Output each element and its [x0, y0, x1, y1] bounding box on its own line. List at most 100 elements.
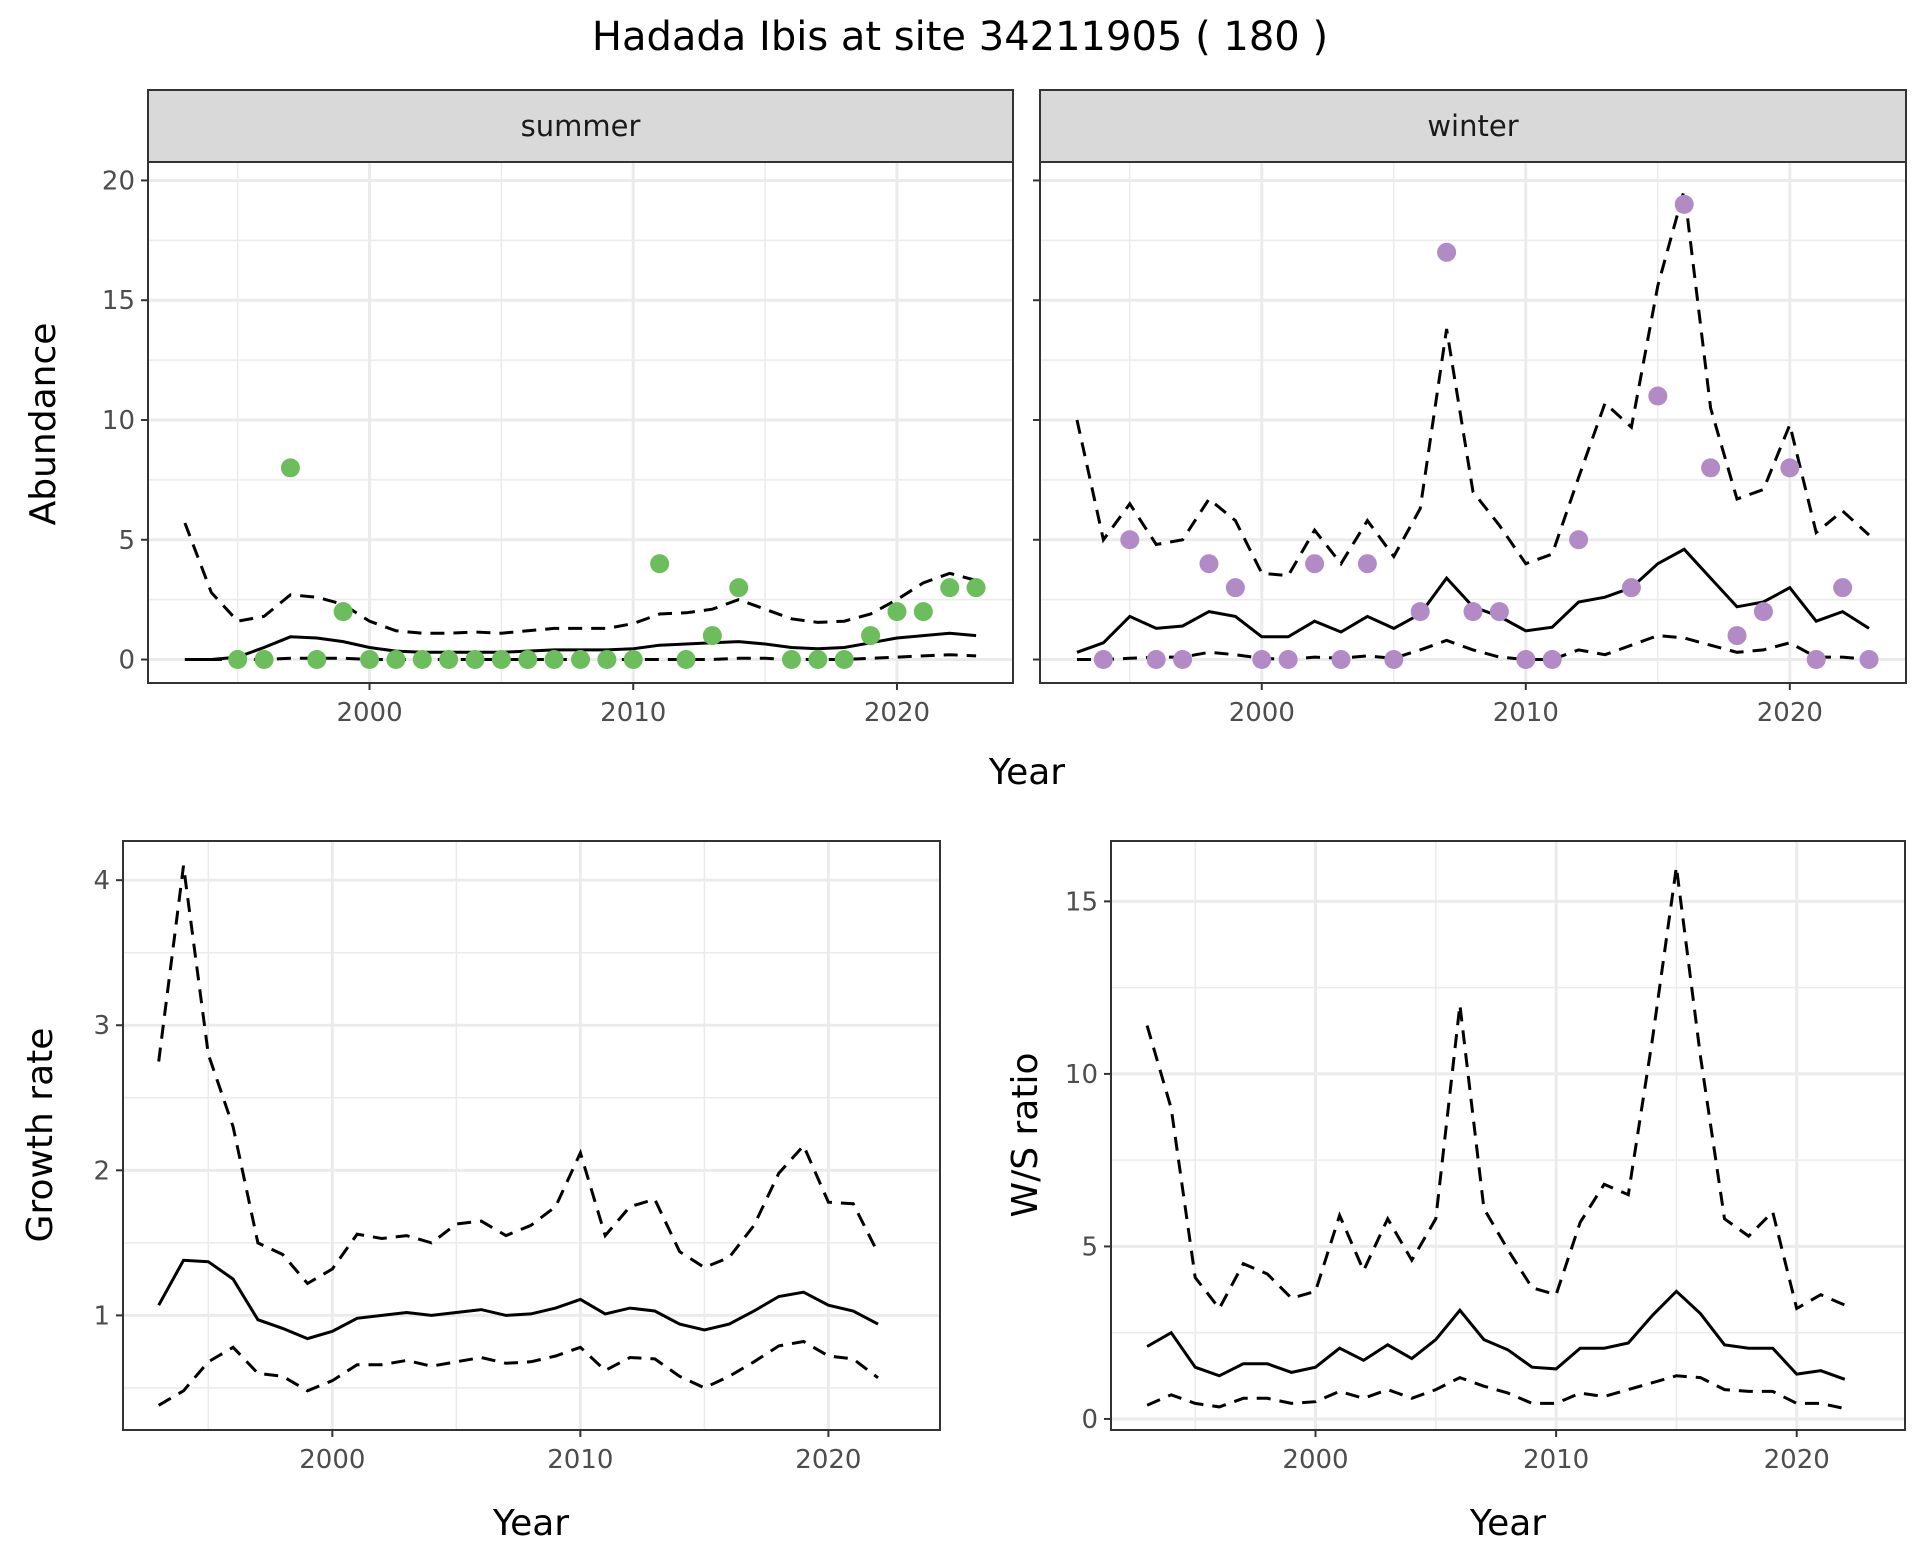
x-axis-title-ws: Year [1469, 1503, 1546, 1544]
x-tick-label: 2010 [1523, 1445, 1589, 1475]
lower-bound-line [1146, 1374, 1846, 1411]
data-point [228, 650, 248, 670]
y-tick-label: 0 [118, 646, 135, 676]
data-point [1146, 650, 1166, 670]
data-point [280, 458, 300, 478]
data-point [1489, 602, 1509, 622]
x-tick-label: 2000 [1282, 1445, 1348, 1475]
data-point [1120, 530, 1140, 550]
y-axis-title-growth: Growth rate [20, 1028, 61, 1243]
panel-background [148, 162, 1013, 683]
data-point [1252, 650, 1272, 670]
x-tick-label: 2020 [1757, 698, 1823, 728]
data-point [1780, 458, 1800, 478]
mean-line [184, 631, 977, 661]
y-tick-label: 15 [102, 286, 135, 316]
upper-bound-line [1145, 866, 1846, 1312]
x-tick-label: 2020 [864, 698, 930, 728]
y-tick-label: 1 [93, 1301, 110, 1331]
data-point [1225, 578, 1245, 598]
y-axis-title-abundance: Abundance [23, 323, 64, 526]
panel-plot-2: 2000 2010 2020 1 2 3 4 [93, 840, 941, 1475]
y-tick-label: 2 [93, 1156, 110, 1186]
x-axis-title-growth: Year [492, 1503, 569, 1544]
panel-border [1110, 840, 1906, 1431]
data-point [386, 650, 406, 670]
x-tick-label: 2010 [547, 1445, 613, 1475]
y-tick-label: 4 [93, 866, 110, 896]
data-point [1727, 626, 1747, 646]
data-point [1621, 578, 1641, 598]
data-point [676, 650, 696, 670]
data-point [1437, 242, 1457, 262]
y-tick-label: 0 [1081, 1405, 1098, 1435]
mean-line [1146, 1289, 1846, 1381]
facet-label: winter [1427, 109, 1518, 143]
data-point [544, 650, 564, 670]
data-point [1410, 602, 1430, 622]
y-tick-label: 5 [1081, 1232, 1098, 1262]
data-point [1648, 386, 1668, 406]
data-point [702, 626, 722, 646]
x-tick-label: 2010 [600, 698, 666, 728]
panel-plot-3: 2000 2010 2020 0 5 10 15 [1065, 840, 1906, 1475]
x-axis-title-top: Year [988, 752, 1065, 793]
data-point [1305, 554, 1325, 574]
upper-bound-line [183, 522, 977, 635]
data-point [650, 554, 670, 574]
data-point [1701, 458, 1721, 478]
panel-summer: summer 2000 2010 2020 0 5 10 15 20 [102, 89, 1014, 728]
panel-background [123, 841, 940, 1430]
data-point [491, 650, 511, 670]
data-point [729, 578, 749, 598]
y-tick-label: 10 [102, 406, 135, 436]
data-point [623, 650, 643, 670]
data-point [333, 602, 353, 622]
data-point [1331, 650, 1351, 670]
data-point [781, 650, 801, 670]
data-point [940, 578, 960, 598]
data-point [1384, 650, 1404, 670]
x-tick-label: 2000 [336, 698, 402, 728]
figure-title: Hadada Ibis at site 34211905 ( 180 ) [592, 14, 1328, 60]
data-point [808, 650, 828, 670]
x-tick-label: 2020 [795, 1445, 861, 1475]
data-point [360, 650, 380, 670]
y-tick-label: 15 [1065, 887, 1098, 917]
data-point [518, 650, 538, 670]
upper-bound-line [157, 865, 880, 1286]
data-point [913, 602, 933, 622]
data-point [1199, 554, 1219, 574]
y-tick-label: 3 [93, 1011, 110, 1041]
lower-bound-line [1077, 634, 1870, 662]
data-point [1753, 602, 1773, 622]
data-point [412, 650, 432, 670]
lower-bound-line [157, 1339, 879, 1407]
data-point [1093, 650, 1113, 670]
facet-strip [1039, 89, 1907, 163]
panel-winter: winter 2000 2010 2020 [1033, 89, 1907, 728]
y-tick-label: 10 [1065, 1060, 1098, 1090]
panel-border [122, 840, 941, 1431]
data-point [571, 650, 590, 670]
data-point [1833, 578, 1853, 598]
data-point [254, 650, 274, 670]
data-point [1806, 650, 1826, 670]
mean-line [157, 1258, 879, 1341]
y-axis-title-ws: W/S ratio [1005, 1052, 1046, 1217]
data-point [1859, 650, 1879, 670]
data-point [1173, 650, 1193, 670]
facet-label: summer [521, 109, 641, 143]
data-point [1357, 554, 1377, 574]
x-tick-label: 2000 [299, 1445, 365, 1475]
data-point [1516, 650, 1536, 670]
data-point [307, 650, 327, 670]
y-tick-label: 5 [118, 526, 135, 556]
data-point [465, 650, 485, 670]
data-point [1278, 650, 1298, 670]
data-point [887, 602, 907, 622]
panel-background [1040, 162, 1906, 683]
data-point [1463, 602, 1483, 622]
data-point [597, 650, 617, 670]
